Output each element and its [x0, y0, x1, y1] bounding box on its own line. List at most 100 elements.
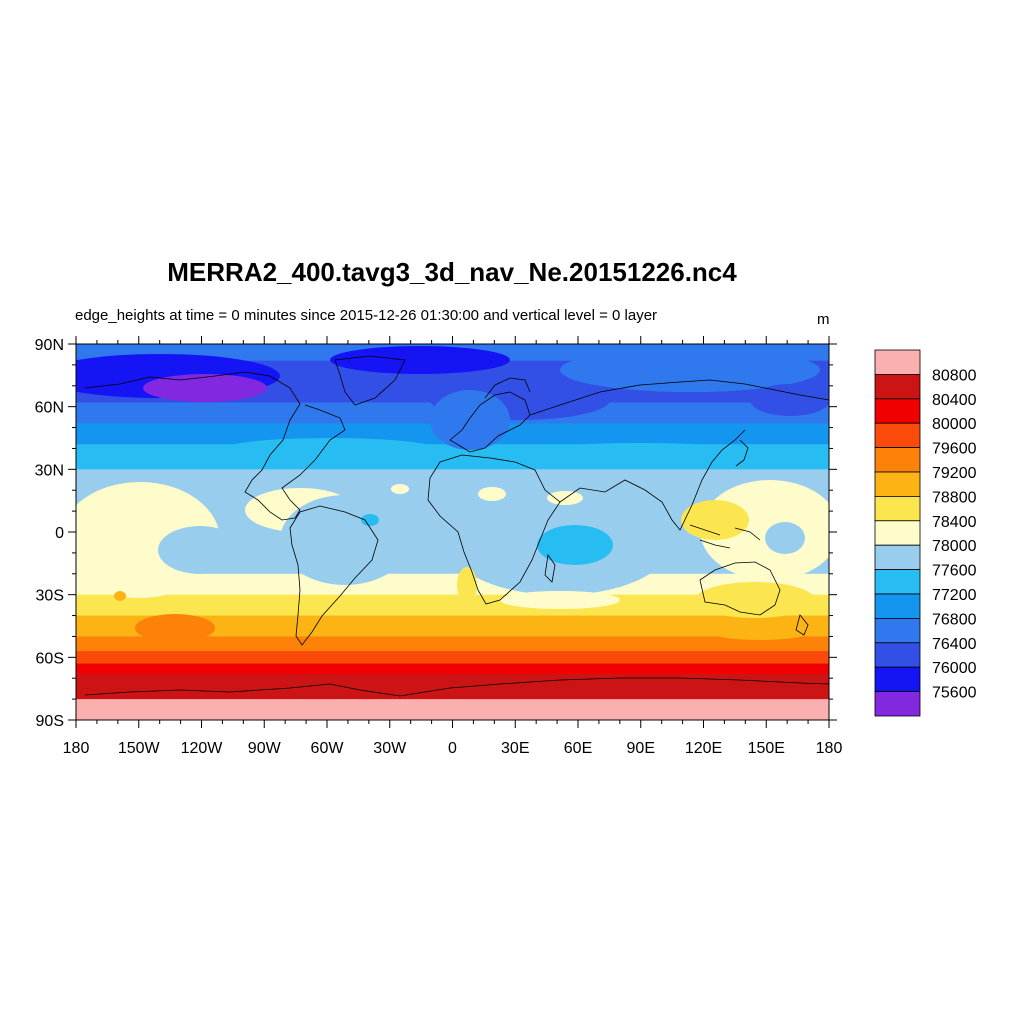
y-tick-label-2: 30N: [35, 462, 64, 479]
colorbar-box-4: [874, 447, 921, 473]
x-tick-label-1: 150W: [118, 740, 161, 757]
colorbar-label-2: 80000: [932, 416, 977, 433]
x-tick-label-7: 30E: [501, 740, 529, 757]
colorbar-label-11: 76400: [932, 636, 977, 653]
band-12: [76, 663, 829, 675]
coastline-japan: [735, 439, 749, 467]
contour-maritime-continent-ridge: [681, 500, 749, 540]
colorbar-label-9: 77200: [932, 587, 977, 604]
coastline-antarctica: [84, 677, 829, 697]
band-14: [76, 699, 829, 720]
coastline-south-america: [289, 505, 379, 646]
coastlines: [84, 355, 829, 697]
colorbar-box-5: [874, 471, 921, 497]
coastline-greenland: [334, 355, 406, 406]
x-tick-label-12: 180: [816, 740, 843, 757]
x-tick-label-10: 120E: [685, 740, 722, 757]
contour-southern-wave-1: [135, 614, 215, 642]
colorbar: 80800 80400 80000 79600 79200 78800 78400 78000…: [874, 349, 977, 717]
coastline-madagascar: [544, 553, 556, 583]
colorbar-label-1: 80400: [932, 392, 977, 409]
coastline-europe: [449, 391, 531, 453]
band-13: [76, 674, 829, 700]
contour-asia-wave: [520, 443, 760, 467]
contour-tropical-low-pacific: [158, 526, 242, 574]
colorbar-box-6: [874, 495, 921, 522]
colorbar-box-2: [874, 398, 921, 424]
band-5: [76, 469, 829, 491]
units-label: m: [817, 311, 830, 328]
y-tick-label-4: 30S: [36, 588, 64, 605]
band-7: [76, 573, 829, 596]
contour-siberia: [560, 348, 820, 392]
colorbar-box-11: [874, 618, 921, 644]
colorbar-label-13: 75600: [932, 685, 977, 702]
colorbar-label-8: 77600: [932, 563, 977, 580]
contour-southern-wave-2: [705, 620, 815, 640]
x-tick-label-8: 60E: [564, 740, 592, 757]
colorbar-label-3: 79600: [932, 441, 977, 458]
contour-atlantic-wave: [220, 438, 440, 462]
contour-gulf-ridge: [391, 484, 409, 494]
x-tick-label-11: 150E: [748, 740, 785, 757]
contour-atlantic-low: [361, 514, 379, 526]
map-axes: 180 150W 120W 90W 60W 30W 0 30E 60E 90E 120E 150E 18…: [35, 336, 843, 757]
band-10: [76, 636, 829, 652]
contour-alaska-min: [143, 374, 267, 402]
coastline-new-zealand: [795, 614, 809, 636]
colorbar-label-10: 76800: [932, 611, 977, 628]
contour-arabia-ridge: [547, 491, 583, 505]
colorbar-box-1: [874, 373, 921, 400]
colorbar-box-12: [874, 642, 921, 668]
y-tick-label-5: 60S: [36, 650, 64, 667]
colorbar-label-12: 76000: [932, 660, 977, 677]
contour-europe-trough: [430, 390, 510, 450]
colorbar-label-4: 79200: [932, 465, 977, 482]
y-tick-label-0: 90N: [35, 337, 64, 354]
colorbar-label-0: 80800: [932, 367, 977, 384]
band-11: [76, 651, 829, 665]
colorbar-box-13: [874, 666, 921, 693]
colorbar-box-8: [874, 544, 921, 571]
coastline-north-america: [84, 371, 346, 521]
contour-sahara-ridge: [478, 487, 506, 501]
contour-south-africa-ridge: [457, 567, 477, 603]
colorbar-box-10: [874, 593, 921, 619]
x-tick-label-2: 120W: [181, 740, 224, 757]
x-tick-label-0: 180: [63, 740, 90, 757]
coastline-asia: [529, 379, 829, 531]
contour-features: [76, 346, 829, 642]
coastline-australia: [699, 561, 781, 616]
contour-south-atlantic-ridge: [114, 591, 126, 601]
coastline-africa: [427, 454, 561, 605]
band-9: [76, 615, 829, 637]
colorbar-label-6: 78400: [932, 514, 977, 531]
contour-north-pacific-east: [750, 384, 829, 416]
colorbar-box-3: [874, 422, 921, 449]
contour-indian-ocean-low: [537, 525, 613, 565]
x-tick-label-5: 30W: [373, 740, 407, 757]
colorbar-box-14: [874, 691, 921, 717]
contour-tropical-low-south-america: [280, 495, 410, 585]
map-area: [76, 344, 829, 720]
x-tick-label-4: 60W: [311, 740, 345, 757]
x-tick-label-3: 90W: [248, 740, 282, 757]
colorbar-label-7: 78000: [932, 538, 977, 555]
y-tick-label-6: 90S: [36, 713, 64, 730]
contour-north-atlantic: [330, 346, 510, 374]
band-8: [76, 594, 829, 617]
colorbar-label-5: 78800: [932, 489, 977, 506]
contour-southern-wave-3: [500, 591, 620, 609]
colorbar-box-9: [874, 569, 921, 595]
x-tick-label-6: 0: [448, 740, 457, 757]
colorbar-box-7: [874, 520, 921, 546]
map-subtitle: edge_heights at time = 0 minutes since 2…: [75, 307, 658, 324]
map-title: MERRA2_400.tavg3_3d_nav_Ne.20151226.nc4: [167, 257, 737, 287]
x-tick-label-9: 90E: [627, 740, 655, 757]
y-tick-label-3: 0: [55, 525, 64, 542]
contour-australia-ridge: [695, 582, 815, 618]
y-tick-label-1: 60N: [35, 400, 64, 417]
contour-east-pacific-low: [765, 522, 805, 554]
coastline-maritime: [689, 524, 761, 549]
